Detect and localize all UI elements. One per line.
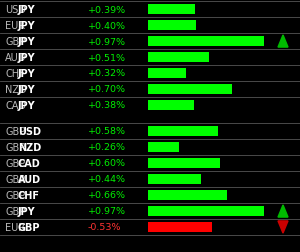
Text: JPY: JPY (18, 101, 35, 111)
Text: USD: USD (5, 5, 26, 15)
Bar (148, 127, 218, 136)
Bar (148, 222, 212, 232)
Text: EUR: EUR (5, 222, 25, 232)
Text: +0.39%: +0.39% (88, 6, 126, 14)
Text: GBP: GBP (5, 127, 25, 137)
Polygon shape (278, 205, 288, 217)
Text: GBP: GBP (5, 142, 25, 152)
Text: JPY: JPY (18, 37, 35, 47)
Text: GBP: GBP (5, 158, 25, 168)
Text: +0.60%: +0.60% (88, 159, 126, 168)
Text: +0.97%: +0.97% (88, 207, 126, 216)
Polygon shape (278, 221, 288, 233)
Bar (148, 69, 186, 79)
Text: +0.51%: +0.51% (88, 53, 126, 62)
Text: AUD: AUD (5, 53, 26, 63)
Bar (148, 85, 232, 94)
Text: AUD: AUD (18, 174, 41, 184)
Text: +0.32%: +0.32% (88, 69, 126, 78)
Bar (148, 37, 264, 47)
Text: +0.97%: +0.97% (88, 37, 126, 46)
Text: GBP: GBP (5, 37, 25, 47)
Text: CAD: CAD (18, 158, 41, 168)
Bar (148, 159, 220, 168)
Text: GBP: GBP (18, 222, 40, 232)
Bar (148, 5, 195, 15)
Text: GBP: GBP (5, 190, 25, 200)
Text: GBP: GBP (5, 206, 25, 216)
Bar (148, 190, 227, 200)
Text: NZD: NZD (5, 85, 27, 94)
Bar (148, 174, 201, 184)
Text: CHF: CHF (5, 69, 25, 79)
Text: +0.40%: +0.40% (88, 21, 126, 30)
Text: +0.66%: +0.66% (88, 191, 126, 200)
Text: USD: USD (18, 127, 41, 137)
Text: EUR: EUR (5, 21, 25, 31)
Text: GBP: GBP (5, 174, 25, 184)
Text: CAD: CAD (5, 101, 26, 111)
Text: JPY: JPY (18, 21, 35, 31)
Polygon shape (278, 36, 288, 48)
Text: JPY: JPY (18, 69, 35, 79)
Text: JPY: JPY (18, 53, 35, 63)
Text: +0.70%: +0.70% (88, 85, 126, 94)
Bar (148, 53, 209, 63)
Bar (148, 101, 194, 111)
Text: NZD: NZD (18, 142, 41, 152)
Text: +0.44%: +0.44% (88, 175, 126, 184)
Text: CHF: CHF (18, 190, 40, 200)
Text: +0.26%: +0.26% (88, 143, 126, 152)
Bar (148, 142, 179, 152)
Bar (148, 21, 196, 31)
Text: JPY: JPY (18, 85, 35, 94)
Text: +0.58%: +0.58% (88, 127, 126, 136)
Text: -0.53%: -0.53% (88, 223, 122, 232)
Text: JPY: JPY (18, 206, 35, 216)
Text: JPY: JPY (18, 5, 35, 15)
Bar (148, 206, 264, 216)
Text: +0.38%: +0.38% (88, 101, 126, 110)
